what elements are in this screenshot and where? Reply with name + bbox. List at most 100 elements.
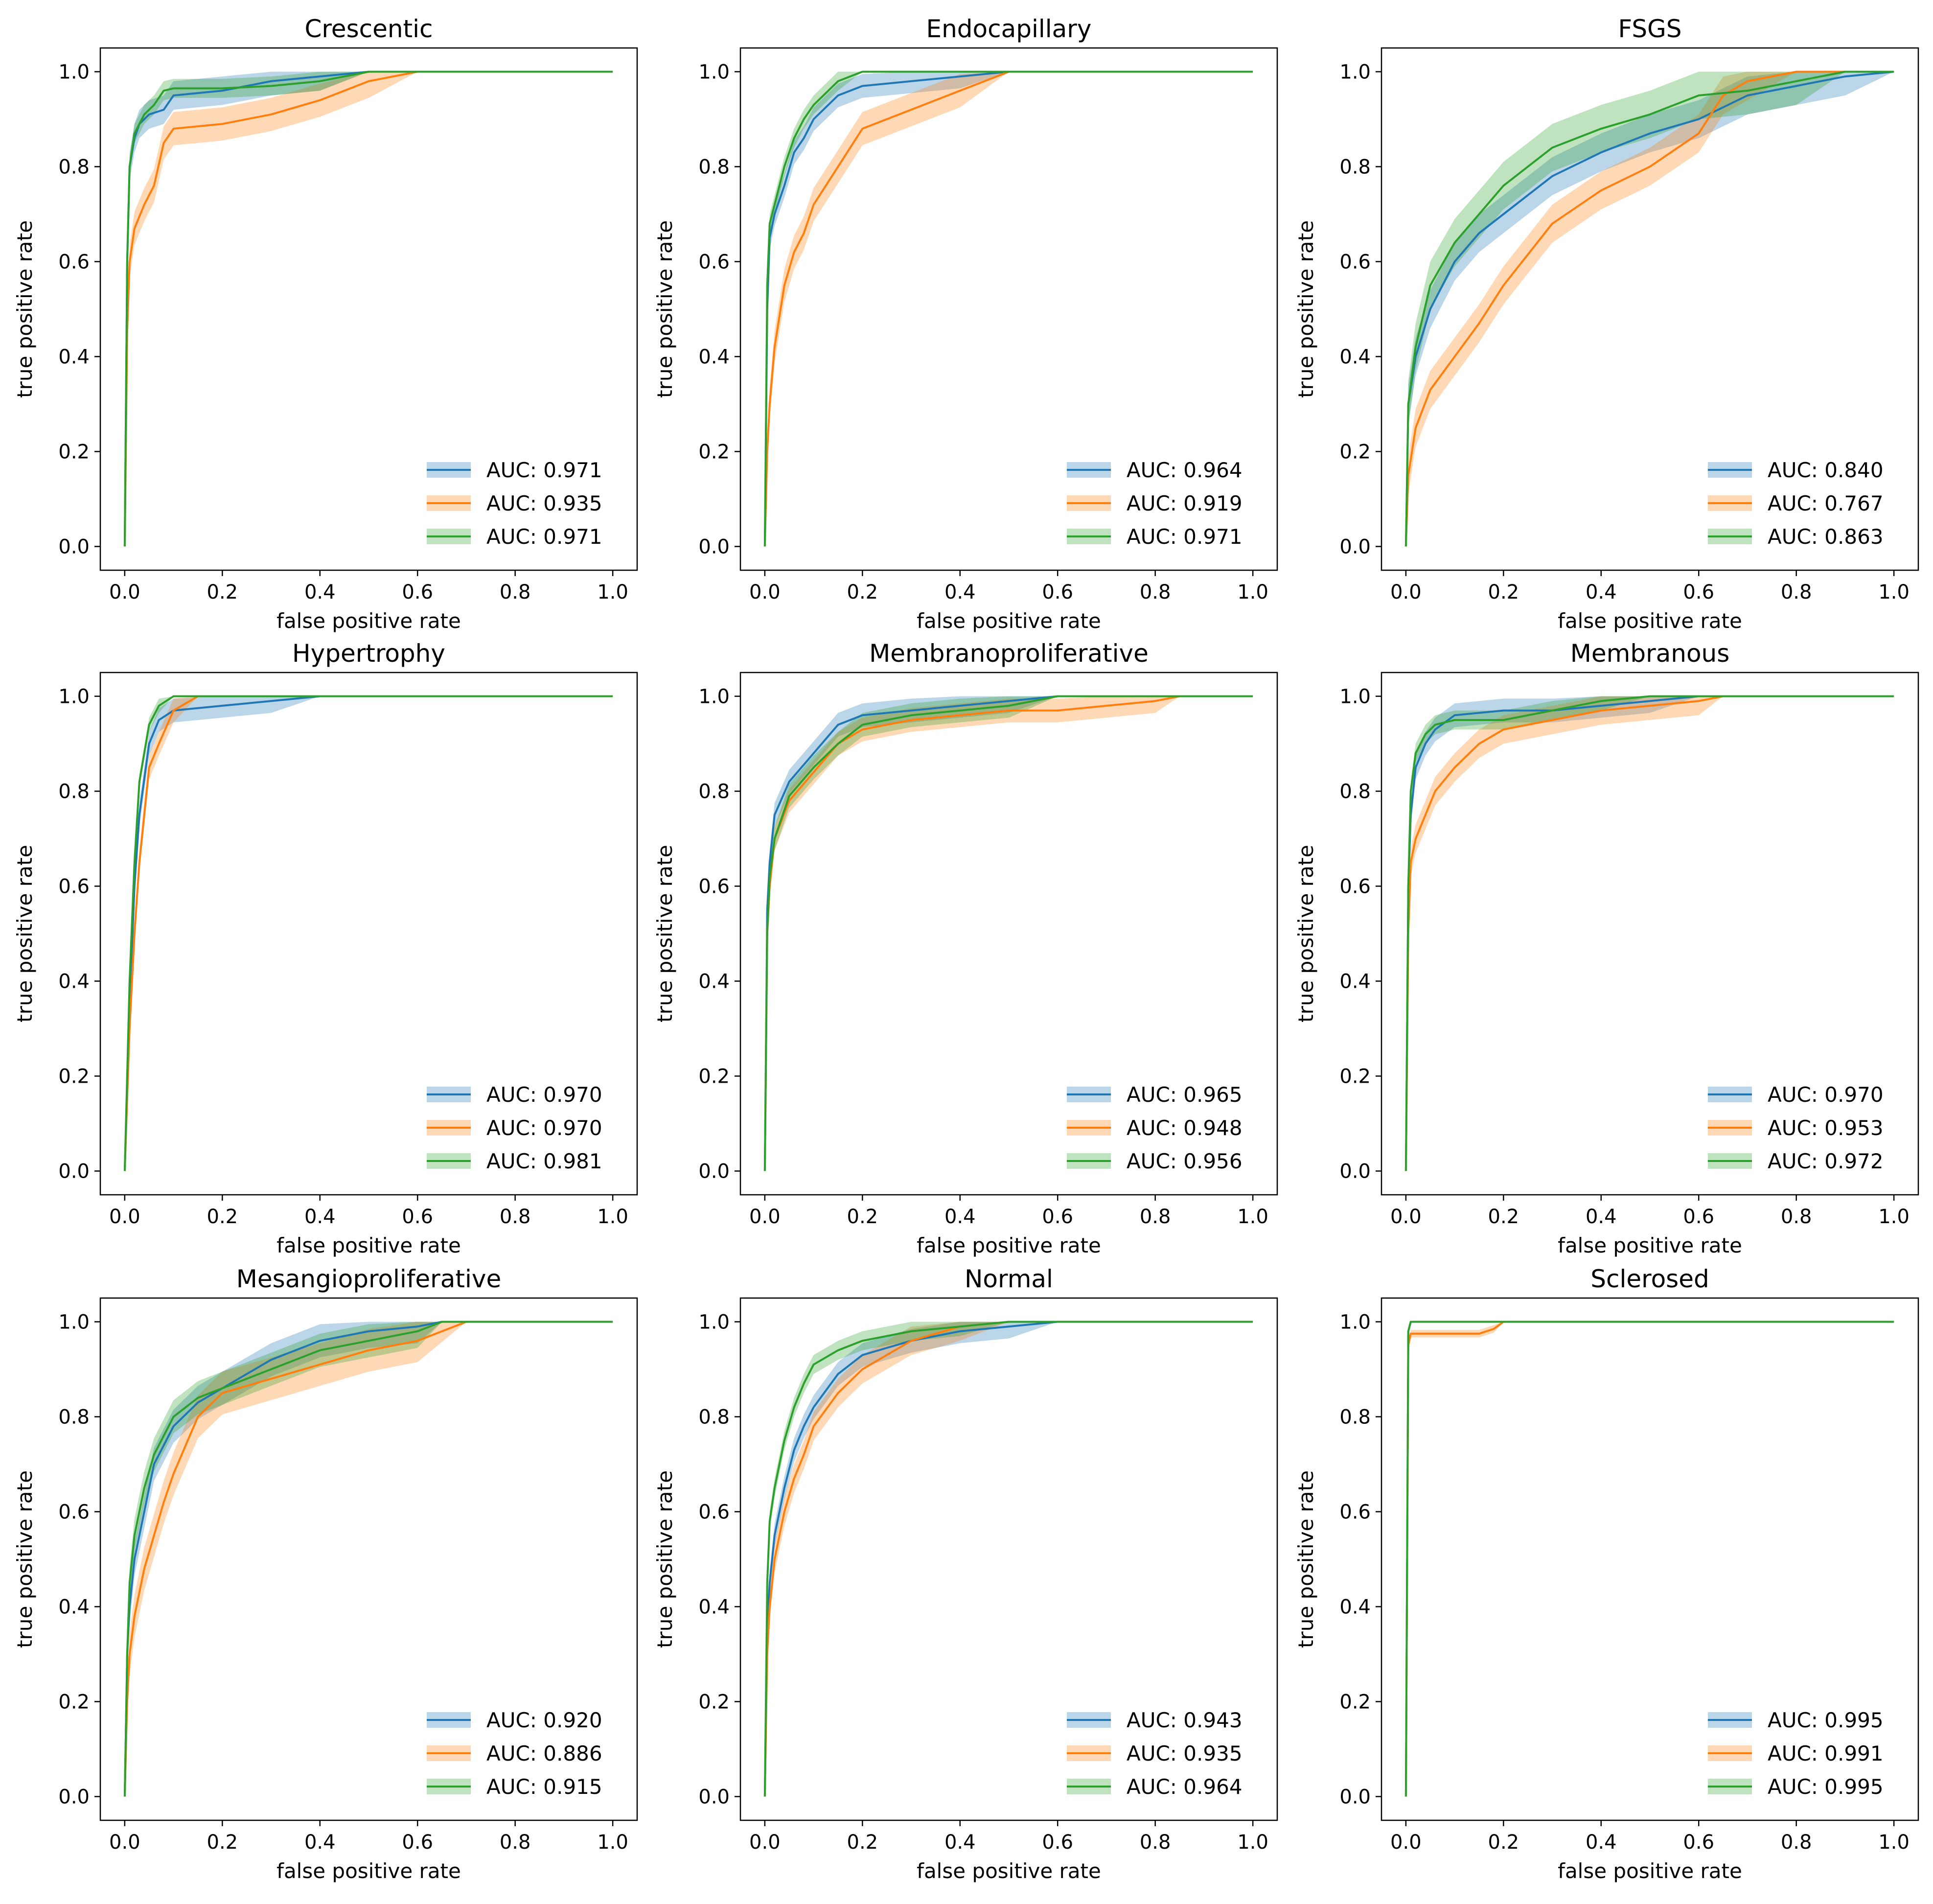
y-tick-label: 0.6 [698,251,730,274]
ci-band-series-1 [1405,71,1894,547]
y-tick-label: 0.0 [698,1161,730,1183]
roc-line-series-3 [1404,1321,1894,1797]
panel-membranous: 0.0 0.2 0.4 0.6 0.8 1.0 0.0 0.2 0.4 0.6 0.8 1.0 Memb… [1294,639,1919,1257]
legend-label: AUC: 0.970 [486,1083,602,1107]
legend-label: AUC: 0.965 [1127,1083,1243,1107]
legend-label: AUC: 0.863 [1768,525,1884,549]
plot-area [1381,673,1918,1195]
y-axis-label: true positive rate [1294,845,1318,1022]
x-tick-label: 0.6 [1042,581,1073,604]
legend: AUC: 0.943 AUC: 0.935 AUC: 0.964 [1067,1708,1243,1799]
y-tick-label: 0.0 [58,1161,90,1183]
legend-label: AUC: 0.970 [1768,1083,1884,1107]
legend-label: AUC: 0.991 [1768,1741,1884,1765]
x-tick-label: 0.4 [1586,1831,1617,1854]
x-tick-label: 0.0 [1390,1831,1422,1854]
x-tick-label: 0.0 [749,1206,781,1228]
x-axis-label: false positive rate [1558,1859,1742,1883]
y-tick-label: 0.2 [698,1691,730,1714]
x-tick-label: 0.4 [1586,581,1617,604]
x-tick-label: 0.2 [207,1831,238,1854]
panel-title: Hypertrophy [292,639,445,668]
roc-line-series-2 [1404,70,1894,547]
series-group [123,1321,613,1797]
legend-label: AUC: 0.972 [1768,1149,1884,1173]
y-axis-label: true positive rate [1294,220,1318,398]
panel-title: Crescentic [304,15,433,43]
y-tick-label: 0.6 [58,1501,90,1524]
panel-title: Normal [965,1265,1053,1293]
y-tick-label: 1.0 [58,1311,90,1334]
x-tick-label: 0.2 [847,581,878,604]
series-group [123,695,613,1171]
y-tick-label: 0.2 [1339,1066,1371,1088]
panel-hypertrophy: 0.0 0.2 0.4 0.6 0.8 1.0 0.0 0.2 0.4 0.6 0.8 1.0 Hype… [13,639,638,1257]
y-tick-label: 0.0 [698,1786,730,1809]
x-tick-label: 0.6 [1042,1206,1073,1228]
roc-line-series-3 [763,70,1253,547]
x-axis-label: false positive rate [276,609,461,633]
legend-label: AUC: 0.971 [486,458,602,482]
y-tick-label: 0.4 [58,1596,90,1619]
roc-line-series-2 [123,70,613,547]
y-tick-label: 0.2 [698,441,730,464]
panel-normal: 0.0 0.2 0.4 0.6 0.8 1.0 0.0 0.2 0.4 0.6 0.8 1.0 Norm… [653,1265,1278,1883]
y-tick-label: 0.8 [698,156,730,179]
legend: AUC: 0.970 AUC: 0.953 AUC: 0.972 [1708,1083,1884,1173]
plot-area [1381,1298,1918,1820]
legend-label: AUC: 0.964 [1127,458,1243,482]
roc-line-series-2 [123,695,613,1171]
y-tick-label: 0.8 [1339,1406,1371,1429]
y-tick-label: 1.0 [58,686,90,708]
y-tick-label: 1.0 [58,61,90,84]
x-tick-label: 0.8 [500,1831,531,1854]
y-tick-label: 0.6 [698,1501,730,1524]
series-group [763,1321,1253,1797]
roc-line-series-3 [1404,695,1894,1171]
y-tick-label: 0.0 [58,1786,90,1809]
axes-frame [1381,47,1919,571]
legend-label: AUC: 0.767 [1768,491,1884,515]
roc-line-series-3 [763,695,1253,1171]
panel-title: FSGS [1618,15,1681,43]
y-tick-label: 0.2 [58,1691,90,1714]
y-tick-label: 0.4 [698,1596,730,1619]
axes-frame [1381,1297,1919,1821]
plot-area [100,48,637,570]
x-tick-label: 0.6 [402,1206,433,1228]
legend-label: AUC: 0.915 [486,1775,602,1799]
y-tick-label: 0.0 [698,536,730,558]
legend-label: AUC: 0.840 [1768,458,1884,482]
y-tick-label: 1.0 [1339,61,1371,84]
y-tick-label: 0.0 [58,536,90,558]
y-axis-label: true positive rate [13,845,37,1022]
y-tick-label: 0.8 [698,1406,730,1429]
y-tick-label: 1.0 [698,61,730,84]
y-tick-label: 0.8 [1339,156,1371,179]
x-tick-label: 0.0 [109,1206,140,1228]
y-tick-label: 0.6 [58,876,90,898]
x-tick-label: 0.8 [1781,1206,1812,1228]
y-tick-label: 0.2 [58,441,90,464]
x-tick-label: 0.2 [207,1206,238,1228]
y-tick-label: 0.4 [58,971,90,993]
y-tick-label: 1.0 [698,1311,730,1334]
x-tick-label: 0.6 [1683,1206,1714,1228]
legend-label: AUC: 0.995 [1768,1775,1884,1799]
roc-line-series-2 [123,1321,613,1797]
legend-label: AUC: 0.981 [486,1149,602,1173]
y-tick-label: 1.0 [1339,1311,1371,1334]
x-tick-label: 1.0 [1878,1206,1910,1228]
x-tick-label: 0.8 [1781,1831,1812,1854]
roc-line-series-1 [123,1321,613,1797]
panel-crescentic: 0.0 0.2 0.4 0.6 0.8 1.0 0.0 0.2 0.4 0.6 0.8 1.0 Cres… [13,15,638,633]
x-tick-label: 0.2 [1488,1206,1519,1228]
panel-membranoproliferative: 0.0 0.2 0.4 0.6 0.8 1.0 0.0 0.2 0.4 0.6 0.8 1.0 Memb… [653,639,1278,1257]
y-tick-label: 0.6 [1339,251,1371,274]
x-tick-label: 1.0 [1237,1206,1268,1228]
legend-label: AUC: 0.995 [1768,1708,1884,1732]
y-axis-label: true positive rate [653,220,677,398]
x-tick-label: 1.0 [597,581,628,604]
x-tick-label: 1.0 [1237,581,1268,604]
